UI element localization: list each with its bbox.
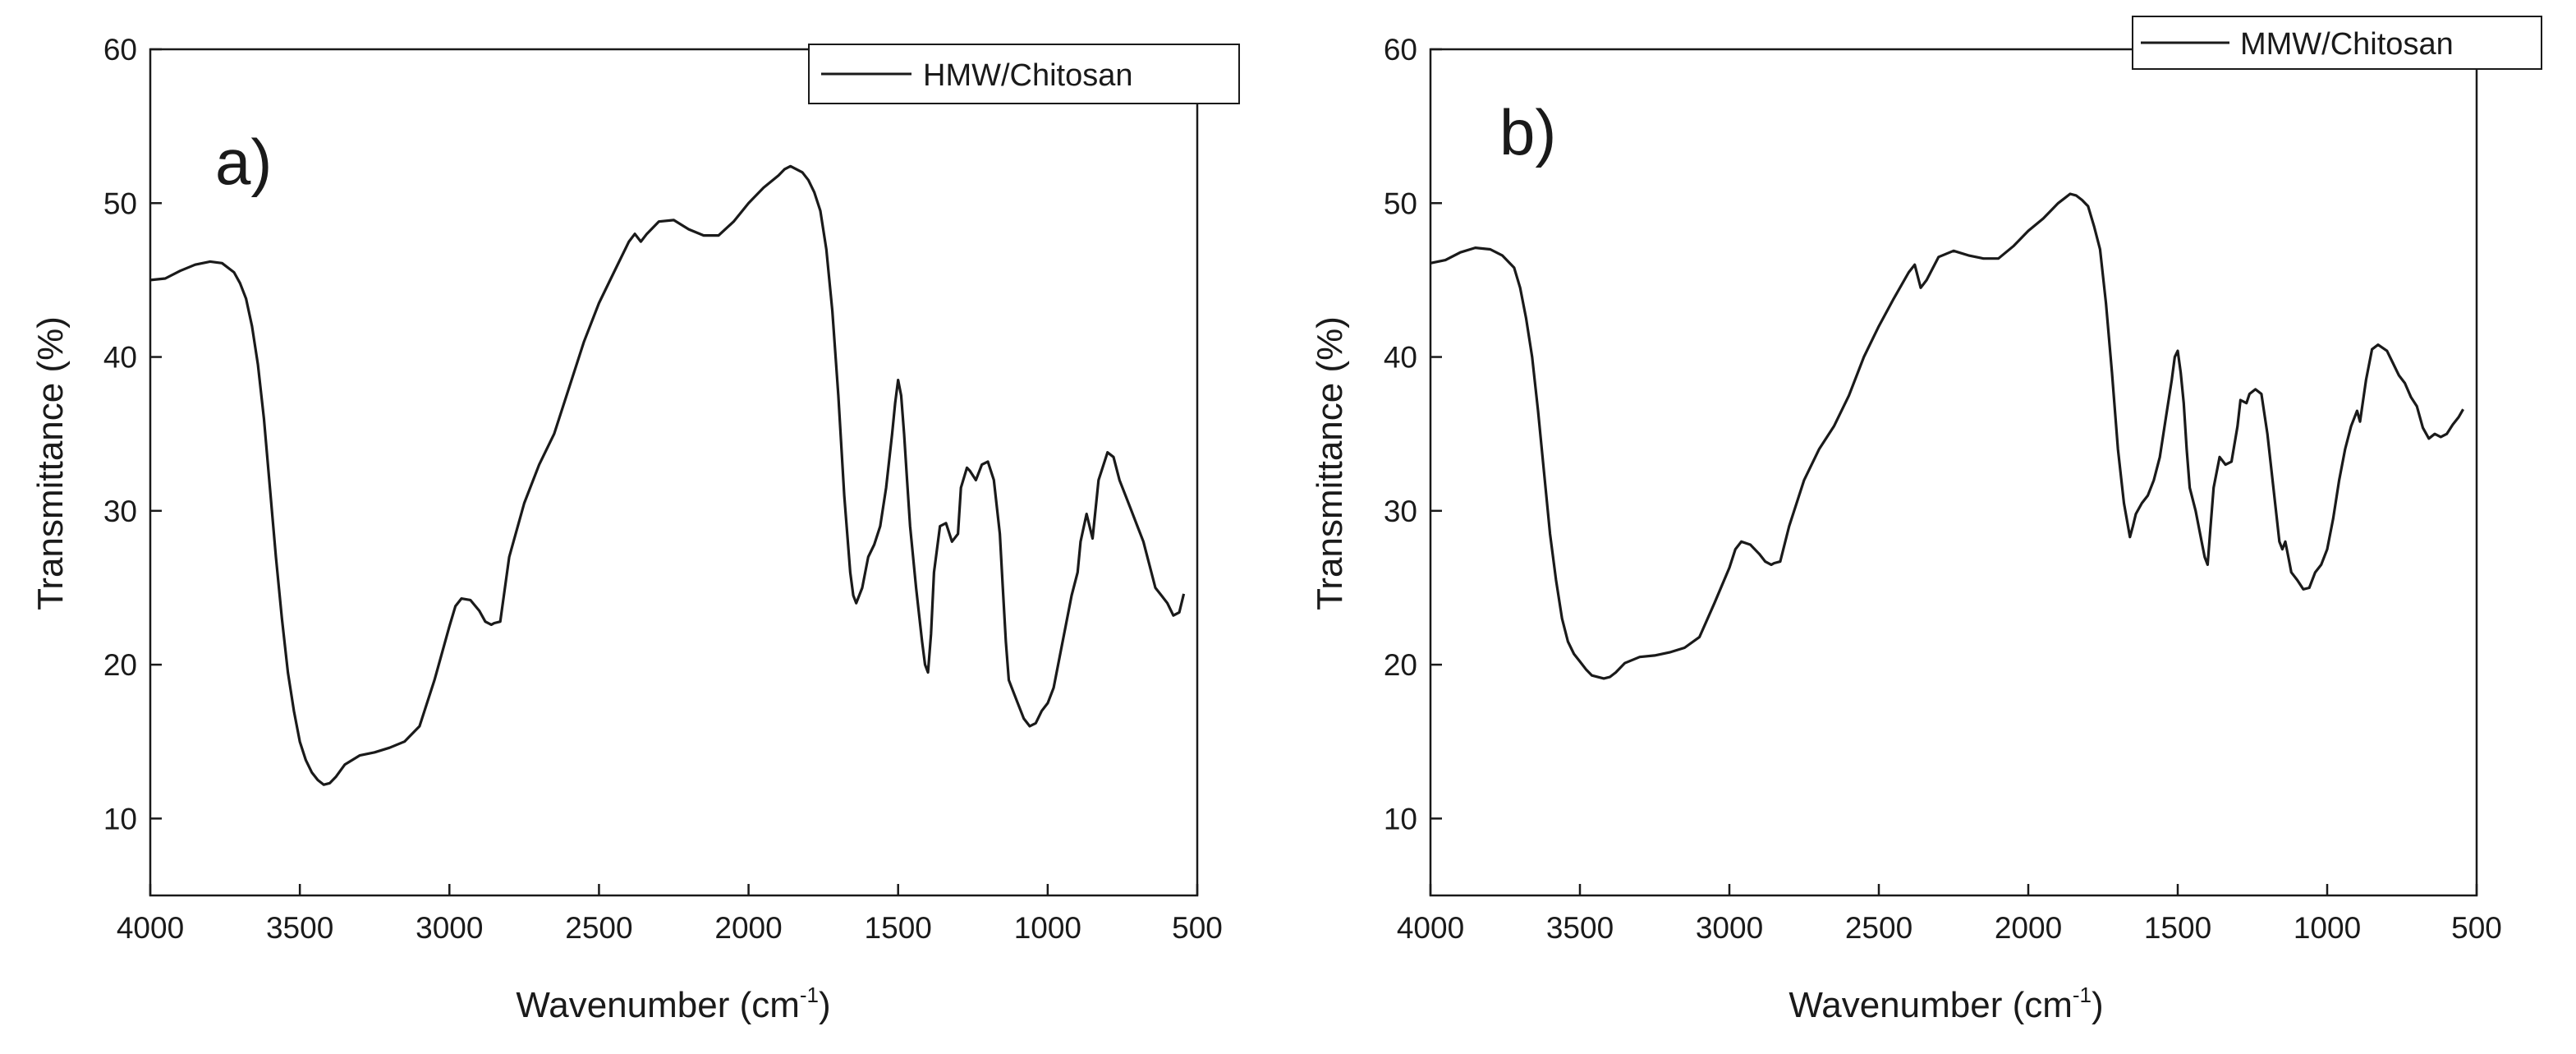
- panel-b-x-axis-title-sup: -1: [2073, 983, 2092, 1007]
- panel-b-y-ticks: 10 20 30 40 50 60: [1384, 33, 1442, 835]
- panel-b-y-tick-label: 30: [1384, 495, 1417, 528]
- panel-b-x-tick-label: 4000: [1397, 911, 1464, 945]
- panel-a-series-line: [149, 164, 1186, 786]
- panel-a-x-tick-label: 500: [1172, 911, 1223, 945]
- panel-a-x-tick-label: 2500: [565, 911, 632, 945]
- panel-a-x-tick-label: 1000: [1014, 911, 1081, 945]
- panel-a-x-axis-title-close: ): [819, 985, 831, 1025]
- panel-a-x-axis-title-text: Wavenumber (cm: [516, 985, 800, 1025]
- panel-a-x-tick-label: 2000: [714, 911, 782, 945]
- panel-a: 10 20 30 40 50 60 4000 3500 3000 2500 2000 1500 100…: [30, 33, 1240, 1025]
- panel-a-y-axis-title-text: Transmittance (%): [30, 316, 71, 610]
- panel-b-legend-label: MMW/Chitosan: [2240, 27, 2454, 62]
- panel-a-axes-frame: [149, 48, 1199, 897]
- panel-b: 10 20 30 40 50 60 4000 3500 3000 2500 2000 1500 100…: [1310, 16, 2542, 1025]
- panel-a-y-tick-label: 10: [103, 802, 137, 835]
- panel-b-x-axis-title-text: Wavenumber (cm: [1789, 985, 2073, 1025]
- panel-a-y-tick-label: 50: [103, 186, 137, 220]
- panel-b-plot-area: 10 20 30 40 50 60 4000 3500 3000 2500 2000 1500 100…: [1384, 33, 2502, 945]
- panel-b-x-axis-title-close: ): [2092, 985, 2104, 1025]
- panel-b-x-tick-label: 500: [2451, 911, 2502, 945]
- panel-a-x-axis-title: Wavenumber (cm-1): [516, 983, 830, 1025]
- panel-b-series-line: [1430, 192, 2464, 680]
- panel-b-x-tick-label: 2500: [1845, 911, 1912, 945]
- panel-b-y-tick-label: 40: [1384, 341, 1417, 375]
- panel-a-y-ticks: 10 20 30 40 50 60: [103, 33, 162, 835]
- panel-b-x-tick-label: 2000: [1995, 911, 2062, 945]
- panel-a-y-axis-title: Transmittance (%): [30, 316, 71, 610]
- panel-b-y-tick-label: 60: [1384, 33, 1417, 67]
- panel-b-x-tick-label: 3500: [1546, 911, 1614, 945]
- panel-b-label: b): [1499, 96, 1556, 168]
- panel-b-x-tick-label: 1500: [2144, 911, 2211, 945]
- panel-a-y-tick-label: 30: [103, 495, 137, 528]
- panel-a-x-axis-title-sup: -1: [800, 983, 819, 1007]
- panel-b-y-tick-label: 10: [1384, 802, 1417, 835]
- panel-a-x-tick-label: 3500: [266, 911, 333, 945]
- panel-a-x-tick-label: 4000: [117, 911, 184, 945]
- panel-a-x-tick-label: 3000: [416, 911, 483, 945]
- panel-a-x-tick-label: 1500: [865, 911, 932, 945]
- panel-b-x-tick-label: 1000: [2294, 911, 2361, 945]
- panel-b-y-tick-label: 20: [1384, 648, 1417, 682]
- panel-b-y-tick-label: 50: [1384, 186, 1417, 220]
- panel-b-y-axis-title-text: Transmittance (%): [1310, 316, 1350, 610]
- panel-a-plot-area: 10 20 30 40 50 60 4000 3500 3000 2500 2000 1500 100…: [103, 33, 1223, 945]
- panel-b-legend: MMW/Chitosan: [2132, 16, 2542, 70]
- panel-b-x-axis-title: Wavenumber (cm-1): [1789, 983, 2103, 1025]
- panel-a-y-tick-label: 60: [103, 33, 137, 67]
- panel-b-x-tick-label: 3000: [1696, 911, 1763, 945]
- panel-a-x-ticks: 4000 3500 3000 2500 2000 1500 1000 500: [117, 884, 1223, 945]
- panel-a-y-tick-label: 20: [103, 648, 137, 682]
- panel-b-x-ticks: 4000 3500 3000 2500 2000 1500 1000 500: [1397, 884, 2502, 945]
- panel-b-axes-frame: [1429, 48, 2478, 897]
- panel-a-legend: HMW/Chitosan: [808, 44, 1240, 104]
- panel-a-y-tick-label: 40: [103, 341, 137, 375]
- panel-a-legend-label: HMW/Chitosan: [923, 58, 1133, 93]
- panel-b-y-axis-title: Transmittance (%): [1310, 316, 1350, 610]
- panel-a-label: a): [215, 126, 272, 198]
